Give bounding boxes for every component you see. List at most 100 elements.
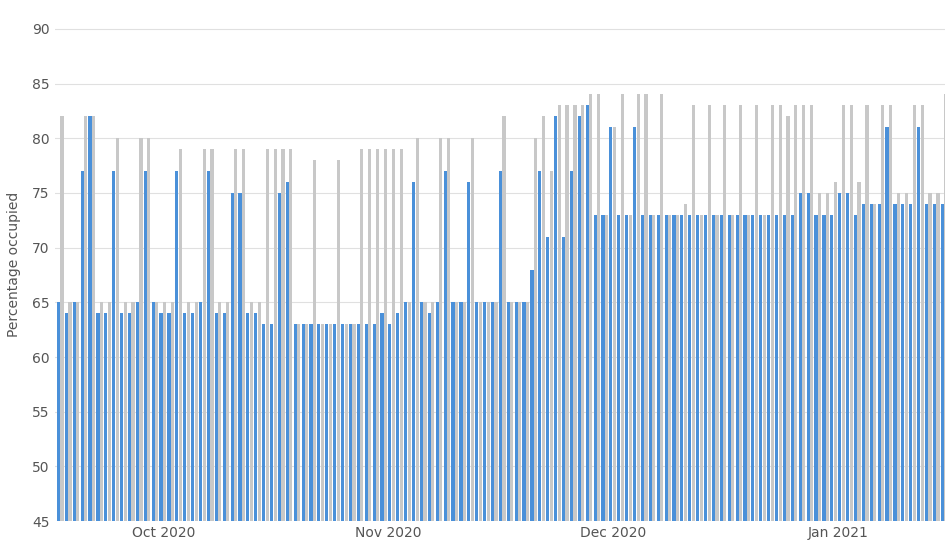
Bar — [124, 302, 127, 547]
Bar — [273, 149, 277, 547]
Bar — [751, 215, 755, 547]
Bar — [913, 106, 916, 547]
Bar — [305, 324, 308, 547]
Bar — [570, 171, 573, 547]
Bar — [834, 182, 837, 547]
Bar — [681, 215, 684, 547]
Bar — [317, 324, 321, 547]
Bar — [262, 324, 266, 547]
Bar — [672, 215, 676, 547]
Bar — [613, 127, 616, 547]
Bar — [849, 106, 853, 547]
Y-axis label: Percentage occupied: Percentage occupied — [7, 191, 21, 337]
Bar — [207, 171, 210, 547]
Bar — [392, 149, 395, 547]
Bar — [376, 149, 379, 547]
Bar — [578, 117, 581, 547]
Bar — [565, 106, 568, 547]
Bar — [151, 302, 155, 547]
Bar — [763, 215, 766, 547]
Bar — [767, 215, 770, 547]
Bar — [736, 215, 739, 547]
Bar — [412, 182, 415, 547]
Bar — [282, 149, 285, 547]
Bar — [573, 106, 577, 547]
Bar — [582, 106, 585, 547]
Bar — [628, 215, 632, 547]
Bar — [885, 127, 888, 547]
Bar — [160, 313, 163, 547]
Bar — [755, 106, 758, 547]
Bar — [258, 302, 261, 547]
Bar — [372, 324, 376, 547]
Bar — [862, 204, 865, 547]
Bar — [313, 160, 316, 547]
Bar — [838, 193, 842, 547]
Bar — [69, 302, 71, 547]
Bar — [388, 324, 391, 547]
Bar — [562, 237, 565, 547]
Bar — [210, 149, 213, 547]
Bar — [882, 106, 884, 547]
Bar — [633, 127, 636, 547]
Bar — [542, 117, 545, 547]
Bar — [759, 215, 763, 547]
Bar — [897, 193, 900, 547]
Bar — [447, 138, 450, 547]
Bar — [652, 215, 655, 547]
Bar — [424, 302, 426, 547]
Bar — [904, 193, 908, 547]
Bar — [96, 313, 100, 547]
Bar — [191, 313, 194, 547]
Bar — [625, 215, 628, 547]
Bar — [112, 171, 115, 547]
Bar — [712, 215, 715, 547]
Bar — [321, 324, 324, 547]
Bar — [818, 193, 822, 547]
Bar — [806, 193, 810, 547]
Bar — [381, 313, 384, 547]
Bar — [100, 302, 103, 547]
Bar — [902, 204, 904, 547]
Bar — [794, 106, 798, 547]
Bar — [218, 302, 222, 547]
Bar — [786, 117, 789, 547]
Bar — [593, 215, 597, 547]
Bar — [365, 324, 367, 547]
Bar — [105, 313, 108, 547]
Bar — [76, 302, 79, 547]
Bar — [72, 302, 76, 547]
Bar — [641, 215, 644, 547]
Bar — [333, 324, 336, 547]
Bar — [707, 106, 711, 547]
Bar — [530, 270, 533, 547]
Bar — [617, 215, 621, 547]
Bar — [526, 302, 529, 547]
Bar — [92, 117, 95, 547]
Bar — [494, 302, 498, 547]
Bar — [404, 302, 407, 547]
Bar — [688, 215, 691, 547]
Bar — [506, 302, 510, 547]
Bar — [823, 215, 825, 547]
Bar — [842, 106, 844, 547]
Bar — [345, 324, 347, 547]
Bar — [326, 324, 328, 547]
Bar — [810, 106, 813, 547]
Bar — [928, 193, 932, 547]
Bar — [116, 138, 119, 547]
Bar — [230, 193, 233, 547]
Bar — [297, 324, 300, 547]
Bar — [826, 193, 829, 547]
Bar — [416, 138, 419, 547]
Bar — [605, 215, 608, 547]
Bar — [645, 95, 647, 547]
Bar — [128, 313, 131, 547]
Bar — [293, 324, 297, 547]
Bar — [234, 149, 237, 547]
Bar — [917, 127, 921, 547]
Bar — [483, 302, 486, 547]
Bar — [799, 193, 802, 547]
Bar — [175, 171, 178, 547]
Bar — [744, 215, 746, 547]
